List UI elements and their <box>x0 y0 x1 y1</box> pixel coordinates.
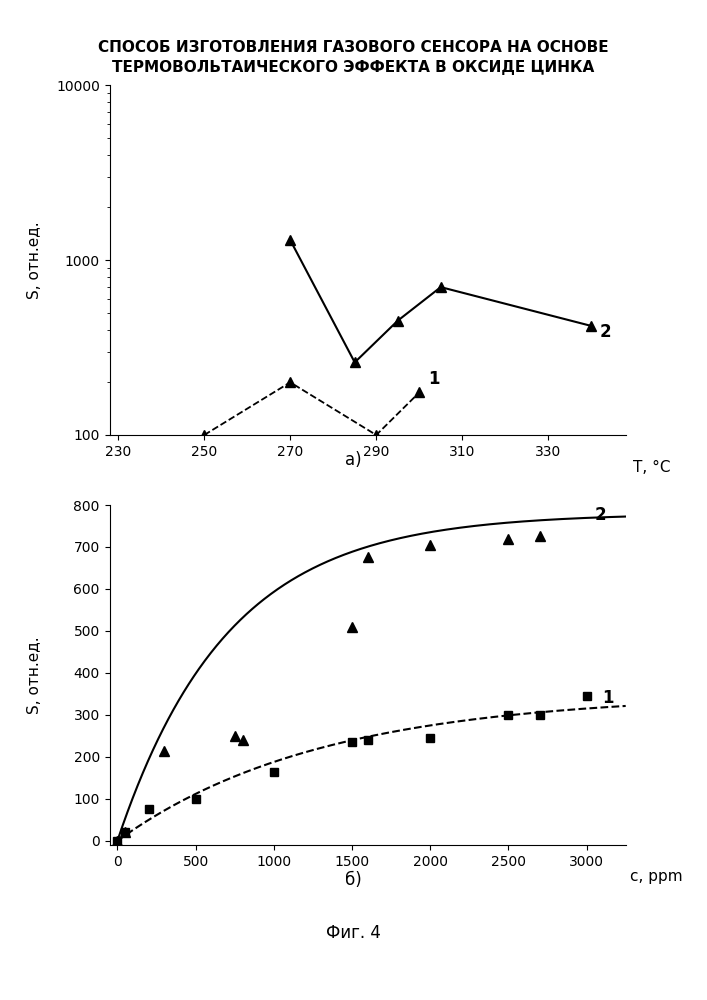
Text: СПОСОБ ИЗГОТОВЛЕНИЯ ГАЗОВОГО СЕНСОРА НА ОСНОВЕ: СПОСОБ ИЗГОТОВЛЕНИЯ ГАЗОВОГО СЕНСОРА НА … <box>98 40 609 55</box>
Text: Фиг. 4: Фиг. 4 <box>326 924 381 942</box>
Text: б): б) <box>345 871 362 889</box>
Text: 2: 2 <box>595 506 606 524</box>
Y-axis label: S, отн.ед.: S, отн.ед. <box>28 221 42 299</box>
Text: ТЕРМОВОЛЬТАИЧЕСКОГО ЭФФЕКТА В ОКСИДЕ ЦИНКА: ТЕРМОВОЛЬТАИЧЕСКОГО ЭФФЕКТА В ОКСИДЕ ЦИН… <box>112 60 595 75</box>
Text: а): а) <box>345 451 362 469</box>
Text: 1: 1 <box>428 370 439 388</box>
X-axis label: T, °C: T, °C <box>633 460 670 475</box>
Text: 2: 2 <box>600 323 612 341</box>
X-axis label: c, ppm: c, ppm <box>631 869 683 884</box>
Y-axis label: S, отн.ед.: S, отн.ед. <box>28 636 42 714</box>
Text: 1: 1 <box>602 689 614 707</box>
